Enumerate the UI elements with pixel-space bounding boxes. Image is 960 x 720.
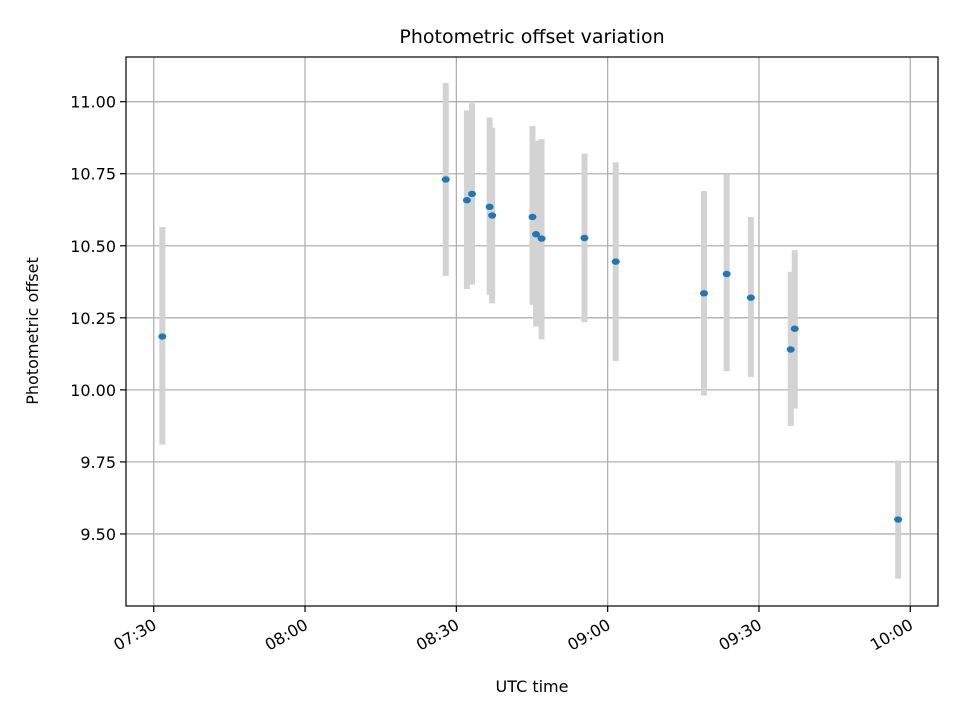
data-point [790,325,799,332]
data-point [537,235,546,242]
data-point [485,203,494,211]
data-point [467,190,476,198]
data-point [158,333,167,340]
y-axis-label: Photometric offset [23,257,42,405]
data-point [699,290,708,297]
data-point [580,234,589,242]
y-tick-label: 11.00 [70,93,116,112]
plot-frame [125,56,939,607]
y-tick-label: 9.50 [80,525,116,544]
data-point [894,516,903,523]
data-point [786,346,795,353]
data-point [746,294,755,301]
data-points [158,176,903,523]
y-axis-ticks: 9.50 9.75 10.00 10.25 10.50 10.75 11.00 [70,93,126,544]
grid [126,57,938,606]
x-axis-label: UTC time [496,677,569,696]
data-point [722,270,731,278]
data-point [462,197,471,204]
data-point [488,212,497,219]
y-tick-label: 10.25 [70,309,116,328]
y-tick-label: 10.50 [70,237,116,256]
data-point [611,258,620,265]
data-point [532,231,541,238]
y-tick-label: 10.00 [70,381,116,400]
y-tick-label: 9.75 [80,453,116,472]
chart-title: Photometric offset variation [399,26,664,48]
data-point [441,176,450,183]
data-point [528,213,537,221]
y-tick-label: 10.75 [70,165,116,184]
